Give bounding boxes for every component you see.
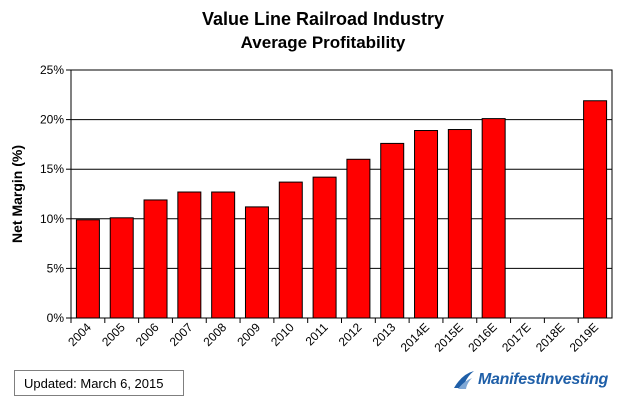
plot-frame	[70, 69, 613, 319]
y-tick-label: 15%	[40, 162, 64, 176]
x-tick-label-2004: 2004	[65, 320, 94, 349]
bar-2009	[244, 206, 269, 319]
x-tick-label-2011: 2011	[303, 320, 331, 348]
bar-2012	[346, 158, 371, 319]
x-tick-label-2009: 2009	[234, 320, 263, 349]
brand-logo[interactable]: ManifestInvesting	[452, 366, 608, 394]
x-tick-label-2015E: 2015E	[432, 320, 466, 354]
x-tick-label-2010: 2010	[268, 320, 297, 349]
bar-2004	[75, 219, 100, 319]
bar-2007	[177, 191, 202, 319]
y-tick-labels: 0% 5% 10% 15% 20% 25%	[40, 63, 64, 325]
bars	[75, 100, 608, 319]
brand-name: ManifestInvesting	[478, 371, 609, 388]
x-tick-label-2008: 2008	[200, 320, 229, 349]
y-tick-label: 10%	[40, 212, 64, 226]
x-tick-label-2005: 2005	[99, 320, 128, 349]
y-tick-label: 25%	[40, 63, 64, 77]
bar-2011	[312, 176, 337, 319]
bar-2014E	[414, 130, 439, 319]
bar-2006	[143, 199, 168, 319]
y-tick-label: 0%	[47, 311, 65, 325]
x-tick-label-2013: 2013	[370, 320, 399, 349]
bar-2016E	[481, 118, 506, 319]
chart-subtitle: Average Profitability	[241, 33, 406, 52]
swoosh-icon	[454, 371, 474, 389]
y-axis-title: Net Margin (%)	[9, 145, 25, 243]
x-tick-label-2018E: 2018E	[533, 320, 567, 354]
chart-title: Value Line Railroad Industry	[202, 9, 444, 29]
y-tick-label: 20%	[40, 113, 64, 127]
bar-2008	[211, 191, 236, 319]
x-tick-label-2006: 2006	[133, 320, 162, 349]
axes	[70, 69, 613, 319]
x-tick-label-2016E: 2016E	[465, 320, 499, 354]
bar-2005	[109, 217, 134, 319]
bar-2015E	[447, 129, 472, 319]
x-tick-label-2017E: 2017E	[499, 320, 533, 354]
bar-2010	[278, 181, 303, 319]
x-tick-labels: 2004 2005 2006 2007 2008 2009 2010 2011 2012 2013…	[65, 320, 601, 355]
y-tick-label: 5%	[47, 261, 65, 275]
x-tick-label-2014E: 2014E	[398, 320, 432, 354]
updated-text: Updated: March 6, 2015	[24, 375, 164, 391]
x-tick-label-2007: 2007	[167, 320, 196, 349]
bar-2013	[380, 142, 405, 319]
bar-2019E	[583, 100, 608, 319]
updated-note: Updated: March 6, 2015	[14, 370, 184, 396]
x-tick-label-2019E: 2019E	[567, 320, 601, 354]
x-tick-label-2012: 2012	[336, 320, 365, 349]
